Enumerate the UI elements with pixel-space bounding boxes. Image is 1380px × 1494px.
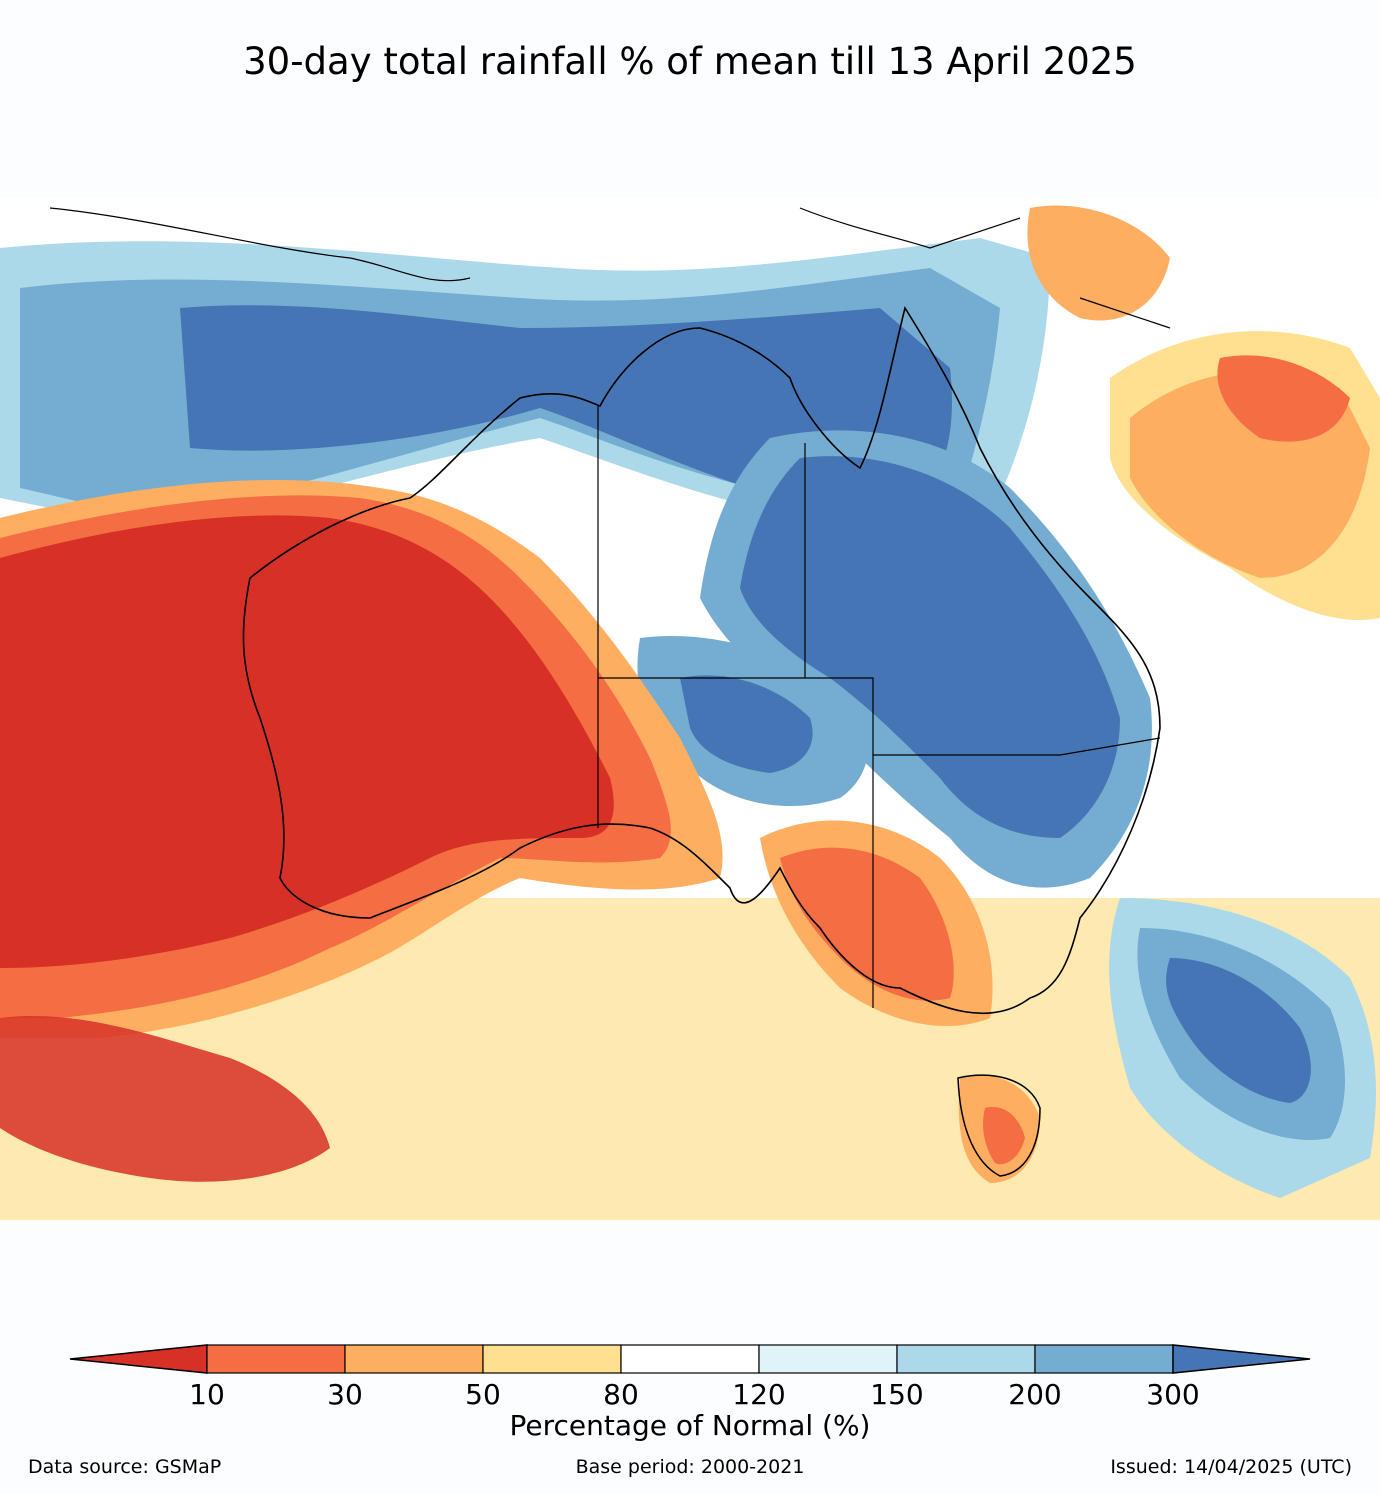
colorbar-bin-50-80: [482, 1344, 622, 1374]
colorbar-tick-label: 300: [1146, 1378, 1200, 1411]
colorbar-canvas: [69, 1344, 1311, 1374]
colorbar-label: Percentage of Normal (%): [509, 1409, 871, 1442]
colorbar-ticks: 10 30 50 80 120 150 200 300: [0, 1378, 1380, 1412]
rainfall-map-canvas: [0, 198, 1380, 1220]
colorbar-tick-label: 50: [465, 1378, 501, 1411]
rainfall-map: [0, 198, 1380, 1220]
colorbar: [60, 1335, 1320, 1385]
colorbar-bin->300: [1172, 1344, 1311, 1374]
data-source-text: Data source: GSMaP: [28, 1456, 222, 1478]
colorbar-bin-200-300: [1034, 1344, 1174, 1374]
base-period-text: Base period: 2000-2021: [575, 1456, 805, 1478]
issued-text: Issued: 14/04/2025 (UTC): [1110, 1456, 1352, 1478]
colorbar-tick-label: 200: [1008, 1378, 1062, 1411]
colorbar-tick-label: 10: [189, 1378, 225, 1411]
colorbar-bin-30-50: [344, 1344, 484, 1374]
colorbar-tick-label: 30: [327, 1378, 363, 1411]
colorbar-tick-label: 150: [870, 1378, 924, 1411]
colorbar-tick-label: 80: [603, 1378, 639, 1411]
colorbar-bin-150-200: [896, 1344, 1036, 1374]
colorbar-bin-120-150: [758, 1344, 898, 1374]
colorbar-bin-10-30: [206, 1344, 346, 1374]
map-title: 30-day total rainfall % of mean till 13 …: [243, 40, 1137, 83]
colorbar-bin-<10: [69, 1344, 208, 1374]
colorbar-bin-80-120: [620, 1344, 760, 1374]
colorbar-tick-label: 120: [732, 1378, 786, 1411]
